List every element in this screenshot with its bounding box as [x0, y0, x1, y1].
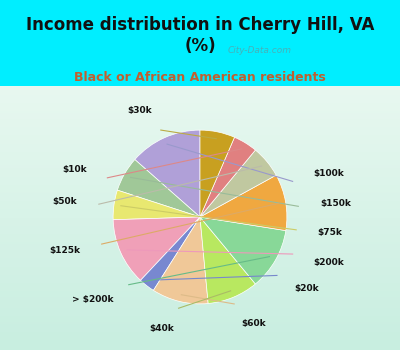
Text: $10k: $10k	[62, 165, 87, 174]
Text: Income distribution in Cherry Hill, VA
(%): Income distribution in Cherry Hill, VA (…	[26, 16, 374, 55]
Wedge shape	[200, 217, 255, 303]
Wedge shape	[154, 217, 208, 304]
Wedge shape	[200, 217, 286, 284]
Wedge shape	[200, 137, 255, 217]
Wedge shape	[135, 130, 200, 217]
Wedge shape	[200, 150, 276, 217]
Wedge shape	[200, 175, 287, 231]
Text: $40k: $40k	[149, 324, 174, 333]
Text: $50k: $50k	[52, 197, 77, 206]
Text: > $200k: > $200k	[72, 295, 113, 304]
Text: $200k: $200k	[313, 258, 344, 267]
Text: $125k: $125k	[49, 245, 80, 254]
Wedge shape	[140, 217, 200, 290]
Text: $150k: $150k	[320, 199, 351, 209]
Text: City-Data.com: City-Data.com	[228, 46, 292, 55]
Text: $75k: $75k	[317, 228, 342, 237]
Wedge shape	[113, 190, 200, 220]
Wedge shape	[200, 130, 234, 217]
Text: $60k: $60k	[242, 318, 266, 328]
Text: $100k: $100k	[313, 169, 344, 178]
Text: Black or African American residents: Black or African American residents	[74, 71, 326, 84]
Wedge shape	[117, 160, 200, 217]
Text: $30k: $30k	[128, 106, 152, 116]
Text: $20k: $20k	[294, 284, 318, 293]
Wedge shape	[113, 217, 200, 280]
